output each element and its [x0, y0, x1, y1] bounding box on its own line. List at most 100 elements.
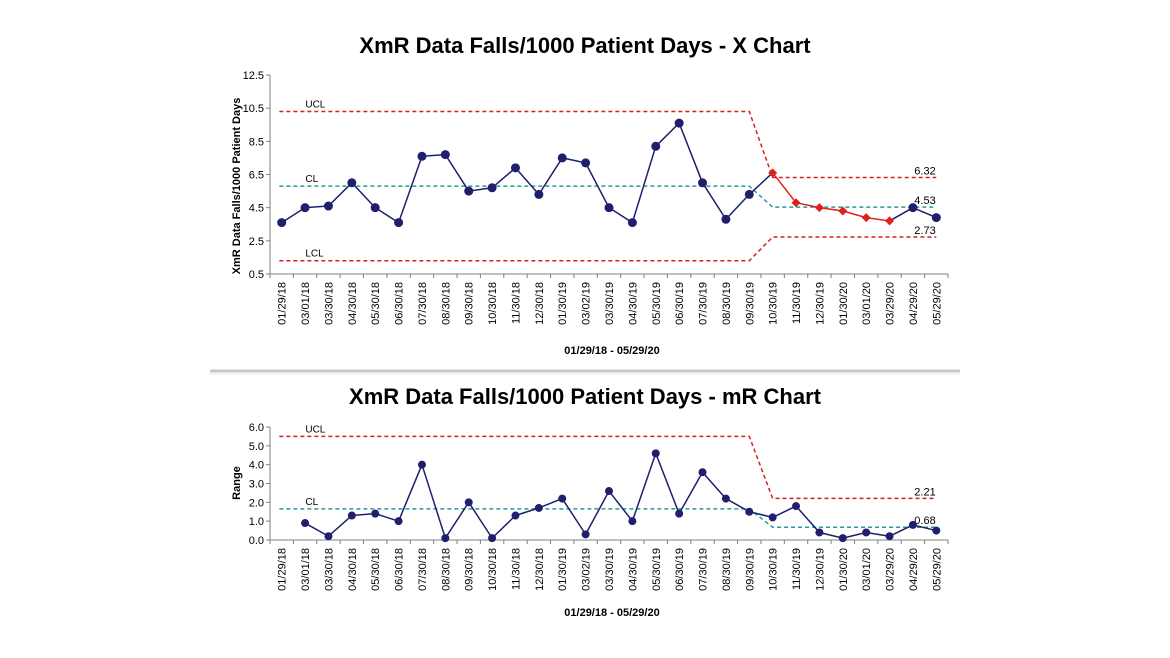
x-chart-data-point — [627, 218, 637, 228]
mr-chart-ucl-label: UCL — [305, 424, 325, 435]
x-chart-data-point — [768, 168, 778, 178]
x-chart-data-point — [721, 214, 731, 224]
mr-chart-x-tick-label: 09/30/19 — [744, 548, 756, 591]
mr-chart-data-point — [628, 517, 637, 526]
mr-chart-x-tick-label: 10/30/18 — [487, 548, 499, 591]
x-chart-series-segment — [655, 122, 680, 147]
x-chart-x-tick-label: 06/30/18 — [394, 282, 406, 325]
mr-chart-series-segment — [491, 514, 517, 539]
x-chart-x-tick-label: 04/30/19 — [627, 282, 639, 325]
x-chart-data-point — [464, 186, 474, 196]
x-chart-x-tick-label: 09/30/18 — [464, 282, 476, 325]
x-chart-x-tick-label: 01/30/20 — [838, 282, 850, 325]
x-chart-data-point — [300, 203, 310, 213]
mr-chart-data-point — [675, 509, 684, 518]
x-chart-x-tick-label: 11/30/18 — [510, 282, 522, 324]
x-chart-data-point — [557, 153, 567, 163]
mr-chart-ucl-line — [279, 435, 937, 500]
mr-chart-series-segment — [772, 505, 797, 519]
mr-chart-series-segment — [515, 507, 540, 517]
mr-chart-x-tick-label: 01/30/19 — [557, 548, 569, 591]
mr-chart-y-tick-label: 6.0 — [249, 422, 264, 434]
mr-chart-x-tick-label: 09/30/18 — [464, 548, 476, 591]
x-chart-data-point — [838, 206, 848, 216]
mr-chart-x-tick-label: 04/30/18 — [347, 548, 359, 591]
mr-chart-x-tick-label: 03/30/18 — [323, 548, 335, 591]
mr-chart-series-segment — [397, 464, 423, 522]
x-chart-x-tick-label: 05/30/19 — [651, 282, 663, 325]
x-chart-series-segment — [608, 207, 633, 224]
x-chart-x-tick-label: 08/30/18 — [440, 282, 452, 325]
mr-chart-data-point — [394, 517, 403, 526]
mr-chart-data-point — [301, 519, 310, 528]
x-chart-data-point — [394, 218, 404, 228]
mr-chart-x-tick-label: 12/30/19 — [814, 548, 826, 591]
mr-chart-x-tick-label: 06/30/18 — [394, 548, 406, 591]
mr-chart-data-point — [932, 526, 941, 535]
x-chart-x-axis-title: 01/29/18 - 05/29/20 — [564, 345, 659, 357]
x-chart-lcl-label: LCL — [305, 249, 324, 260]
mr-chart-series-segment — [912, 524, 937, 532]
x-chart-ucl-value-label: 6.32 — [914, 165, 935, 177]
x-chart-data-point — [885, 216, 895, 226]
mr-chart-cl-label: CL — [305, 497, 318, 508]
x-chart-x-tick-label: 03/30/18 — [323, 282, 335, 325]
mr-chart-x-tick-label: 05/30/18 — [370, 548, 382, 591]
mr-chart-data-point — [885, 532, 894, 541]
x-chart-data-point — [931, 213, 941, 223]
mr-chart-data-point — [558, 494, 567, 503]
x-chart-y-tick-label: 2.5 — [249, 236, 264, 248]
x-chart-lcl-value-label: 2.73 — [914, 225, 935, 237]
x-chart-data-point — [861, 213, 871, 223]
mr-chart-data-point — [347, 511, 356, 520]
mr-chart-x-tick-label: 01/29/18 — [277, 548, 289, 591]
x-chart-cl-label: CL — [305, 174, 318, 185]
x-chart-x-tick-label: 10/30/19 — [768, 282, 780, 325]
x-chart-x-tick-label: 04/30/18 — [347, 282, 359, 325]
mr-chart-cl-value-label: 0.68 — [914, 515, 935, 527]
mr-chart-data-point — [581, 530, 590, 539]
mr-chart-series-segment — [631, 453, 657, 522]
x-chart-series-segment — [538, 157, 563, 195]
x-chart-series-segment — [351, 182, 376, 209]
mr-chart-data-point — [324, 532, 333, 541]
mr-chart-data-point — [371, 509, 380, 518]
x-chart-data-point — [698, 178, 708, 188]
x-chart-y-tick-label: 4.5 — [249, 203, 264, 215]
x-chart-data-point — [581, 158, 591, 168]
mr-chart-series-segment — [608, 490, 633, 522]
x-chart-x-tick-label: 10/30/18 — [487, 282, 499, 325]
x-chart-series-segment — [397, 156, 423, 223]
x-chart-data-point — [323, 201, 333, 211]
mr-chart-y-tick-label: 1.0 — [249, 516, 264, 528]
x-chart-y-tick-label: 8.5 — [249, 136, 264, 148]
mr-chart-title: XmR Data Falls/1000 Patient Days - mR Ch… — [349, 384, 822, 409]
mr-chart-x-tick-label: 07/30/18 — [417, 548, 429, 591]
x-chart-data-point — [417, 151, 427, 161]
mr-chart-y-axis-title: Range — [231, 466, 243, 500]
mr-chart-x-tick-label: 10/30/19 — [768, 548, 780, 591]
mr-chart-x-tick-label: 05/29/20 — [931, 548, 943, 591]
x-chart-x-tick-label: 11/30/19 — [791, 282, 803, 324]
mr-chart-x-tick-label: 01/30/20 — [838, 548, 850, 591]
x-chart-y-axis-title: XmR Data Falls/1000 Patient Days — [231, 98, 243, 275]
x-chart-cl-line — [279, 185, 937, 208]
mr-chart-series-segment — [655, 453, 680, 514]
mr-chart-x-tick-label: 07/30/19 — [698, 548, 710, 591]
x-chart-x-tick-label: 12/30/18 — [534, 282, 546, 325]
x-chart-x-tick-label: 03/01/20 — [861, 282, 873, 325]
mr-chart-x-tick-label: 03/02/19 — [581, 548, 593, 591]
x-chart-x-tick-label: 07/30/18 — [417, 282, 429, 325]
mr-chart-data-point — [441, 534, 450, 543]
mr-chart-x-tick-label: 03/01/20 — [861, 548, 873, 591]
mr-chart-series-segment — [749, 511, 773, 519]
mr-chart-x-tick-label: 08/30/19 — [721, 548, 733, 591]
mr-chart-x-tick-label: 12/30/18 — [534, 548, 546, 591]
mr-chart-series-segment — [538, 497, 563, 509]
mr-chart-y-tick-label: 3.0 — [249, 479, 264, 491]
mr-chart-data-point — [605, 487, 613, 496]
x-chart-series-segment — [444, 154, 470, 192]
mr-chart-x-tick-label: 05/30/19 — [651, 548, 663, 591]
x-chart-data-point — [370, 203, 380, 213]
x-chart-data-point — [534, 189, 544, 199]
